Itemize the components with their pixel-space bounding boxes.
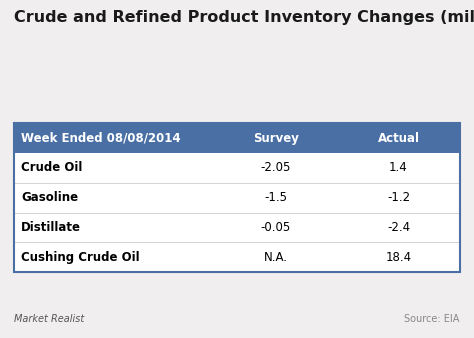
Text: Source: EIA: Source: EIA — [404, 314, 460, 324]
Bar — [14, 213, 460, 242]
Text: Market Realist: Market Realist — [14, 314, 84, 324]
Text: -1.2: -1.2 — [387, 191, 410, 204]
Bar — [14, 123, 460, 272]
Text: Crude and Refined Product Inventory Changes (million barrels): Crude and Refined Product Inventory Chan… — [14, 10, 474, 25]
Bar — [14, 183, 460, 213]
Text: Cushing Crude Oil: Cushing Crude Oil — [21, 251, 140, 264]
Text: Crude Oil: Crude Oil — [21, 162, 82, 174]
Bar — [14, 153, 460, 183]
Text: Gasoline: Gasoline — [21, 191, 79, 204]
Text: -0.05: -0.05 — [261, 221, 291, 234]
Text: 18.4: 18.4 — [385, 251, 411, 264]
Text: Actual: Actual — [377, 132, 419, 145]
Text: Distillate: Distillate — [21, 221, 82, 234]
Text: Survey: Survey — [253, 132, 299, 145]
Text: -2.05: -2.05 — [261, 162, 291, 174]
Text: -1.5: -1.5 — [264, 191, 288, 204]
Bar — [14, 242, 460, 272]
Bar — [14, 123, 460, 153]
Text: Week Ended 08/08/2014: Week Ended 08/08/2014 — [21, 132, 181, 145]
Text: N.A.: N.A. — [264, 251, 288, 264]
Text: -2.4: -2.4 — [387, 221, 410, 234]
Text: 1.4: 1.4 — [389, 162, 408, 174]
